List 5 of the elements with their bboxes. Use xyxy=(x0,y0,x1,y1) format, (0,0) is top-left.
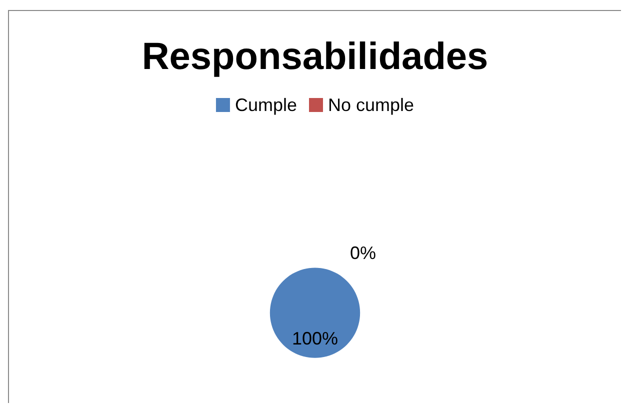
legend-label: No cumple xyxy=(328,95,414,115)
legend-label: Cumple xyxy=(234,95,297,115)
text: 0% xyxy=(350,242,376,263)
chart-title: Responsabilidades xyxy=(142,36,488,78)
data-label: 100% xyxy=(292,328,338,348)
